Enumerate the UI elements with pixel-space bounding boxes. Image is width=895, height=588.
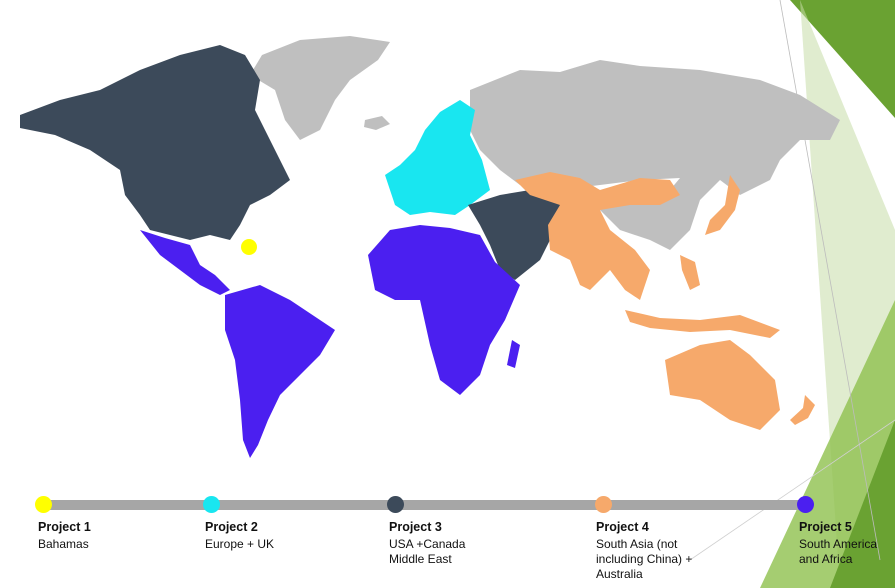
region-new-zealand [790, 395, 815, 425]
project-5-desc: South America and Africa [799, 537, 878, 566]
region-south-asia [515, 172, 680, 300]
project-3-desc: USA +Canada Middle East [389, 537, 466, 566]
project-3-label: Project 3 USA +Canada Middle East [389, 520, 569, 567]
green-wedge-dark [830, 420, 895, 588]
region-russia-china [470, 60, 840, 250]
project-4-name: Project 4 [596, 520, 649, 534]
region-indonesia [625, 310, 780, 338]
region-europe [385, 100, 490, 215]
project-3-dot [387, 496, 404, 513]
project-5-name: Project 5 [799, 520, 852, 534]
thin-diagonal-line [779, 0, 881, 561]
project-3-name: Project 3 [389, 520, 442, 534]
project-1-name: Project 1 [38, 520, 91, 534]
green-wedge-top [790, 0, 895, 118]
region-africa [368, 225, 520, 395]
region-south-america [225, 285, 335, 458]
project-4-label: Project 4 South Asia (not including Chin… [596, 520, 776, 582]
region-greenland [250, 36, 390, 140]
project-2-label: Project 2 Europe + UK [205, 520, 385, 552]
project-2-name: Project 2 [205, 520, 258, 534]
project-2-dot [203, 496, 220, 513]
project-1-desc: Bahamas [38, 537, 89, 551]
bahamas-marker [241, 239, 257, 255]
region-australia [665, 340, 780, 430]
timeline-bar [42, 500, 807, 510]
region-japan [705, 175, 740, 235]
project-4-desc: South Asia (not including China) + Austr… [596, 537, 693, 581]
region-iceland [364, 116, 390, 130]
project-5-label: Project 5 South America and Africa [799, 520, 893, 567]
region-north-america [20, 45, 290, 240]
region-philippines [680, 255, 700, 290]
region-central-america [140, 230, 230, 295]
project-5-dot [797, 496, 814, 513]
region-madagascar [507, 340, 520, 368]
project-1-dot [35, 496, 52, 513]
project-2-desc: Europe + UK [205, 537, 275, 551]
project-1-label: Project 1 Bahamas [38, 520, 218, 552]
thin-diagonal-line-2 [689, 419, 895, 561]
project-4-dot [595, 496, 612, 513]
